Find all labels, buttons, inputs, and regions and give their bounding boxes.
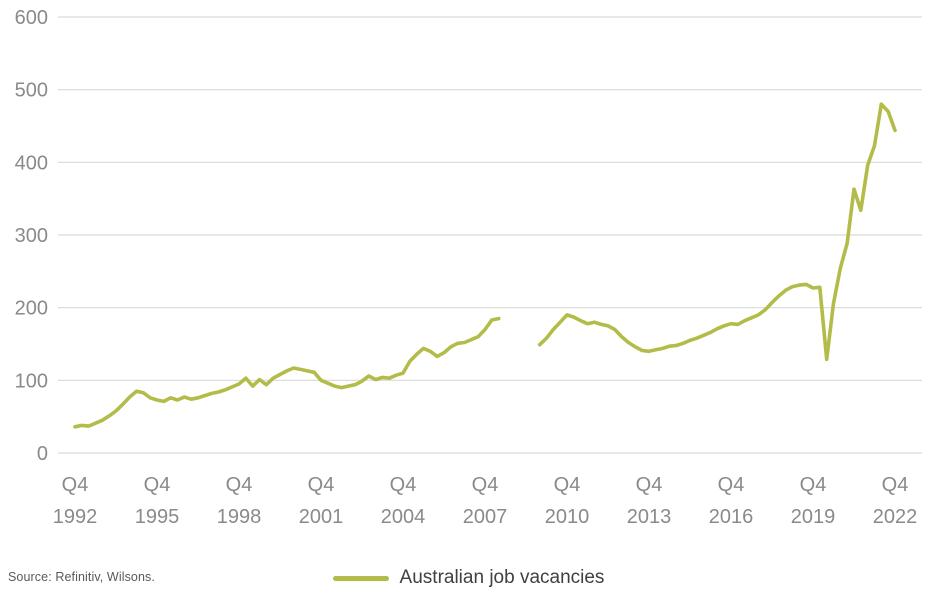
series-line [537, 102, 897, 362]
y-tick-label: 200 [15, 298, 48, 320]
x-tick-year-label: 2007 [463, 506, 508, 528]
legend-label: Australian job vacancies [399, 567, 605, 588]
x-tick-quarter-label: Q4 [882, 474, 909, 496]
x-tick-year-label: 2004 [381, 506, 426, 528]
x-tick-quarter-label: Q4 [636, 474, 663, 496]
x-tick-year-label: 2016 [709, 506, 754, 528]
x-tick-quarter-label: Q4 [718, 474, 745, 496]
x-tick-year-label: 1992 [53, 506, 98, 528]
y-tick-label: 500 [15, 80, 48, 102]
x-tick-quarter-label: Q4 [472, 474, 499, 496]
x-tick-year-label: 1995 [135, 506, 180, 528]
chart-footer: Source: Refinitiv, Wilsons. Australian j… [0, 551, 937, 597]
y-tick-label: 100 [15, 370, 48, 392]
x-tick-year-label: 1998 [217, 506, 262, 528]
x-tick-quarter-label: Q4 [390, 474, 417, 496]
x-tick-year-label: 2013 [627, 506, 672, 528]
y-tick-label: 0 [37, 443, 48, 465]
x-tick-quarter-label: Q4 [800, 474, 827, 496]
source-text: Source: Refinitiv, Wilsons. [8, 570, 155, 584]
y-tick-label: 600 [15, 7, 48, 29]
x-tick-year-label: 2022 [873, 506, 918, 528]
x-tick-quarter-label: Q4 [226, 474, 253, 496]
x-tick-quarter-label: Q4 [554, 474, 581, 496]
y-tick-label: 400 [15, 152, 48, 174]
chart-svg: 0 100 200 300 400 500 600 Q4 1992 Q4 1995 Q4 1998 Q4 2… [15, 7, 922, 528]
x-tick-quarter-label: Q4 [62, 474, 89, 496]
y-tick-label: 300 [15, 225, 48, 247]
x-tick-year-label: 2019 [791, 506, 836, 528]
series-line [73, 316, 501, 429]
x-tick-quarter-label: Q4 [308, 474, 335, 496]
x-tick-year-label: 2001 [299, 506, 344, 528]
legend-line-swatch [332, 575, 389, 581]
x-tick-quarter-label: Q4 [144, 474, 171, 496]
x-tick-year-label: 2010 [545, 506, 590, 528]
